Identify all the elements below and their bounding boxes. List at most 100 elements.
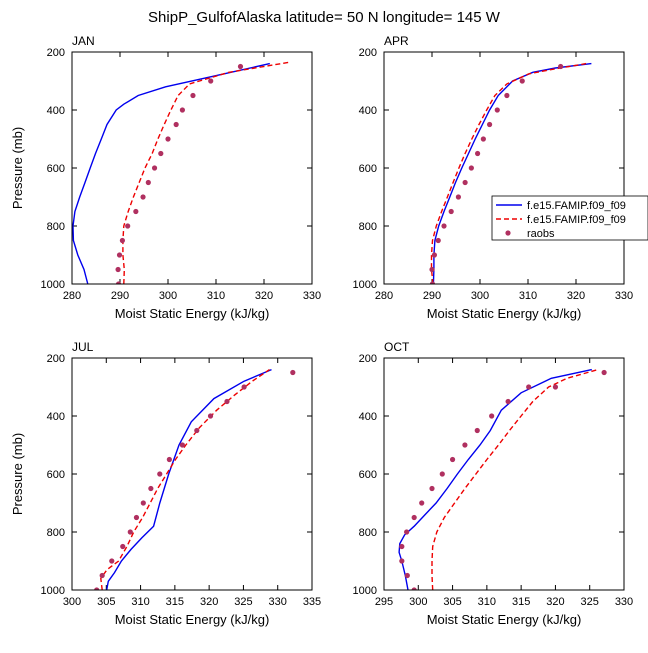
model-dashed-line [431, 368, 599, 590]
y-tick-label: 400 [47, 411, 65, 423]
plot-frame [71, 357, 313, 591]
raobs-point [462, 442, 468, 448]
x-tick-label: 300 [471, 290, 489, 302]
raobs-point [411, 587, 417, 590]
raobs-point [109, 558, 115, 564]
raobs-point [173, 121, 179, 128]
y-tick-label: 600 [359, 163, 377, 175]
x-axis-label: Moist Static Energy (kJ/kg) [115, 306, 270, 321]
x-axis-label: Moist Static Energy (kJ/kg) [427, 306, 582, 321]
y-tick-label: 200 [359, 47, 377, 59]
legend-marker [505, 230, 511, 236]
y-tick-label: 800 [359, 527, 377, 539]
raobs-point [494, 107, 500, 113]
legend-entry-label: f.e15.FAMIP.f09_f09 [527, 200, 626, 212]
raobs-point [439, 471, 445, 477]
y-tick-label: 400 [359, 105, 377, 117]
x-tick-label: 330 [269, 596, 287, 608]
raobs-point [519, 78, 525, 84]
raobs-point [120, 543, 126, 550]
raobs-point [145, 179, 151, 186]
raobs-point [158, 150, 164, 157]
panel-apr: APR 280 290 300 310 320 330 200 400 600 800 1000 Moi… [353, 34, 634, 321]
panel-jul: JUL 300 305 310 315 320 325 330 335 200 400 600 800 1… [10, 340, 321, 627]
y-tick-label: 800 [47, 221, 65, 233]
raobs-point [462, 179, 468, 186]
raobs-point [194, 427, 200, 434]
figure-title: ShipP_GulfofAlaska latitude= 50 N longit… [148, 9, 501, 26]
plot-frame [383, 357, 625, 591]
raobs-point [140, 194, 146, 200]
plot-area [72, 61, 291, 284]
raobs-point [431, 252, 437, 258]
raobs-point [99, 572, 105, 579]
raobs-point [241, 384, 247, 390]
panel-label: JUL [72, 340, 94, 354]
raobs-point [526, 384, 532, 390]
raobs-point [165, 136, 171, 142]
plot-area [429, 62, 592, 284]
plot-area [94, 368, 296, 590]
model-solid-line [105, 368, 272, 590]
x-tick-label: 295 [375, 596, 393, 608]
model-dashed-line [100, 369, 270, 590]
x-tick-label: 300 [63, 596, 81, 608]
raobs-point [404, 529, 410, 535]
raobs-point [468, 165, 474, 171]
raobs-point [208, 78, 214, 84]
x-tick-label: 315 [512, 596, 530, 608]
raobs-point [207, 413, 214, 419]
plot-area [398, 368, 607, 590]
model-dashed-line [430, 62, 587, 284]
raobs-point [558, 63, 564, 70]
y-tick-label: 1000 [353, 585, 377, 597]
raobs-point [94, 587, 100, 590]
panel-label: OCT [384, 340, 410, 354]
plot-frame [383, 51, 625, 285]
legend-entry-label: raobs [527, 228, 555, 240]
model-dashed-line [122, 61, 291, 284]
x-tick-label: 320 [255, 290, 273, 302]
x-tick-label: 310 [478, 596, 496, 608]
x-tick-label: 280 [375, 290, 393, 302]
raobs-point [125, 223, 131, 229]
raobs-point [429, 485, 435, 492]
raobs-point [474, 427, 480, 434]
raobs-point [140, 500, 146, 506]
y-tick-label: 1000 [353, 279, 377, 291]
raobs-point [435, 237, 441, 244]
raobs-point [441, 223, 447, 229]
x-axis-label: Moist Static Energy (kJ/kg) [427, 612, 582, 627]
raobs-point [133, 514, 140, 521]
raobs-point [448, 208, 454, 215]
x-tick-label: 335 [303, 596, 321, 608]
raobs-point [166, 456, 172, 463]
raobs-point [404, 572, 410, 579]
raobs-point [115, 266, 121, 273]
x-tick-label: 320 [200, 596, 218, 608]
x-tick-label: 290 [111, 290, 129, 302]
x-tick-label: 330 [303, 290, 321, 302]
raobs-point [290, 369, 296, 376]
raobs-point [449, 456, 456, 463]
y-tick-label: 600 [47, 469, 65, 481]
raobs-point [504, 92, 510, 99]
y-tick-label: 800 [47, 527, 65, 539]
raobs-point [115, 281, 122, 284]
panel-label: JAN [72, 34, 95, 48]
raobs-point [237, 63, 244, 70]
raobs-point [157, 471, 163, 477]
y-tick-label: 200 [47, 353, 65, 365]
x-tick-label: 320 [546, 596, 564, 608]
raobs-point [411, 514, 417, 521]
raobs-point [119, 237, 125, 244]
legend-entry-label: f.e15.FAMIP.f09_f09 [527, 214, 626, 226]
raobs-point [148, 485, 154, 492]
raobs-point [116, 252, 123, 258]
y-tick-label: 200 [47, 47, 65, 59]
y-tick-label: 600 [359, 469, 377, 481]
x-tick-label: 325 [234, 596, 252, 608]
x-tick-label: 305 [443, 596, 461, 608]
y-tick-label: 400 [359, 411, 377, 423]
